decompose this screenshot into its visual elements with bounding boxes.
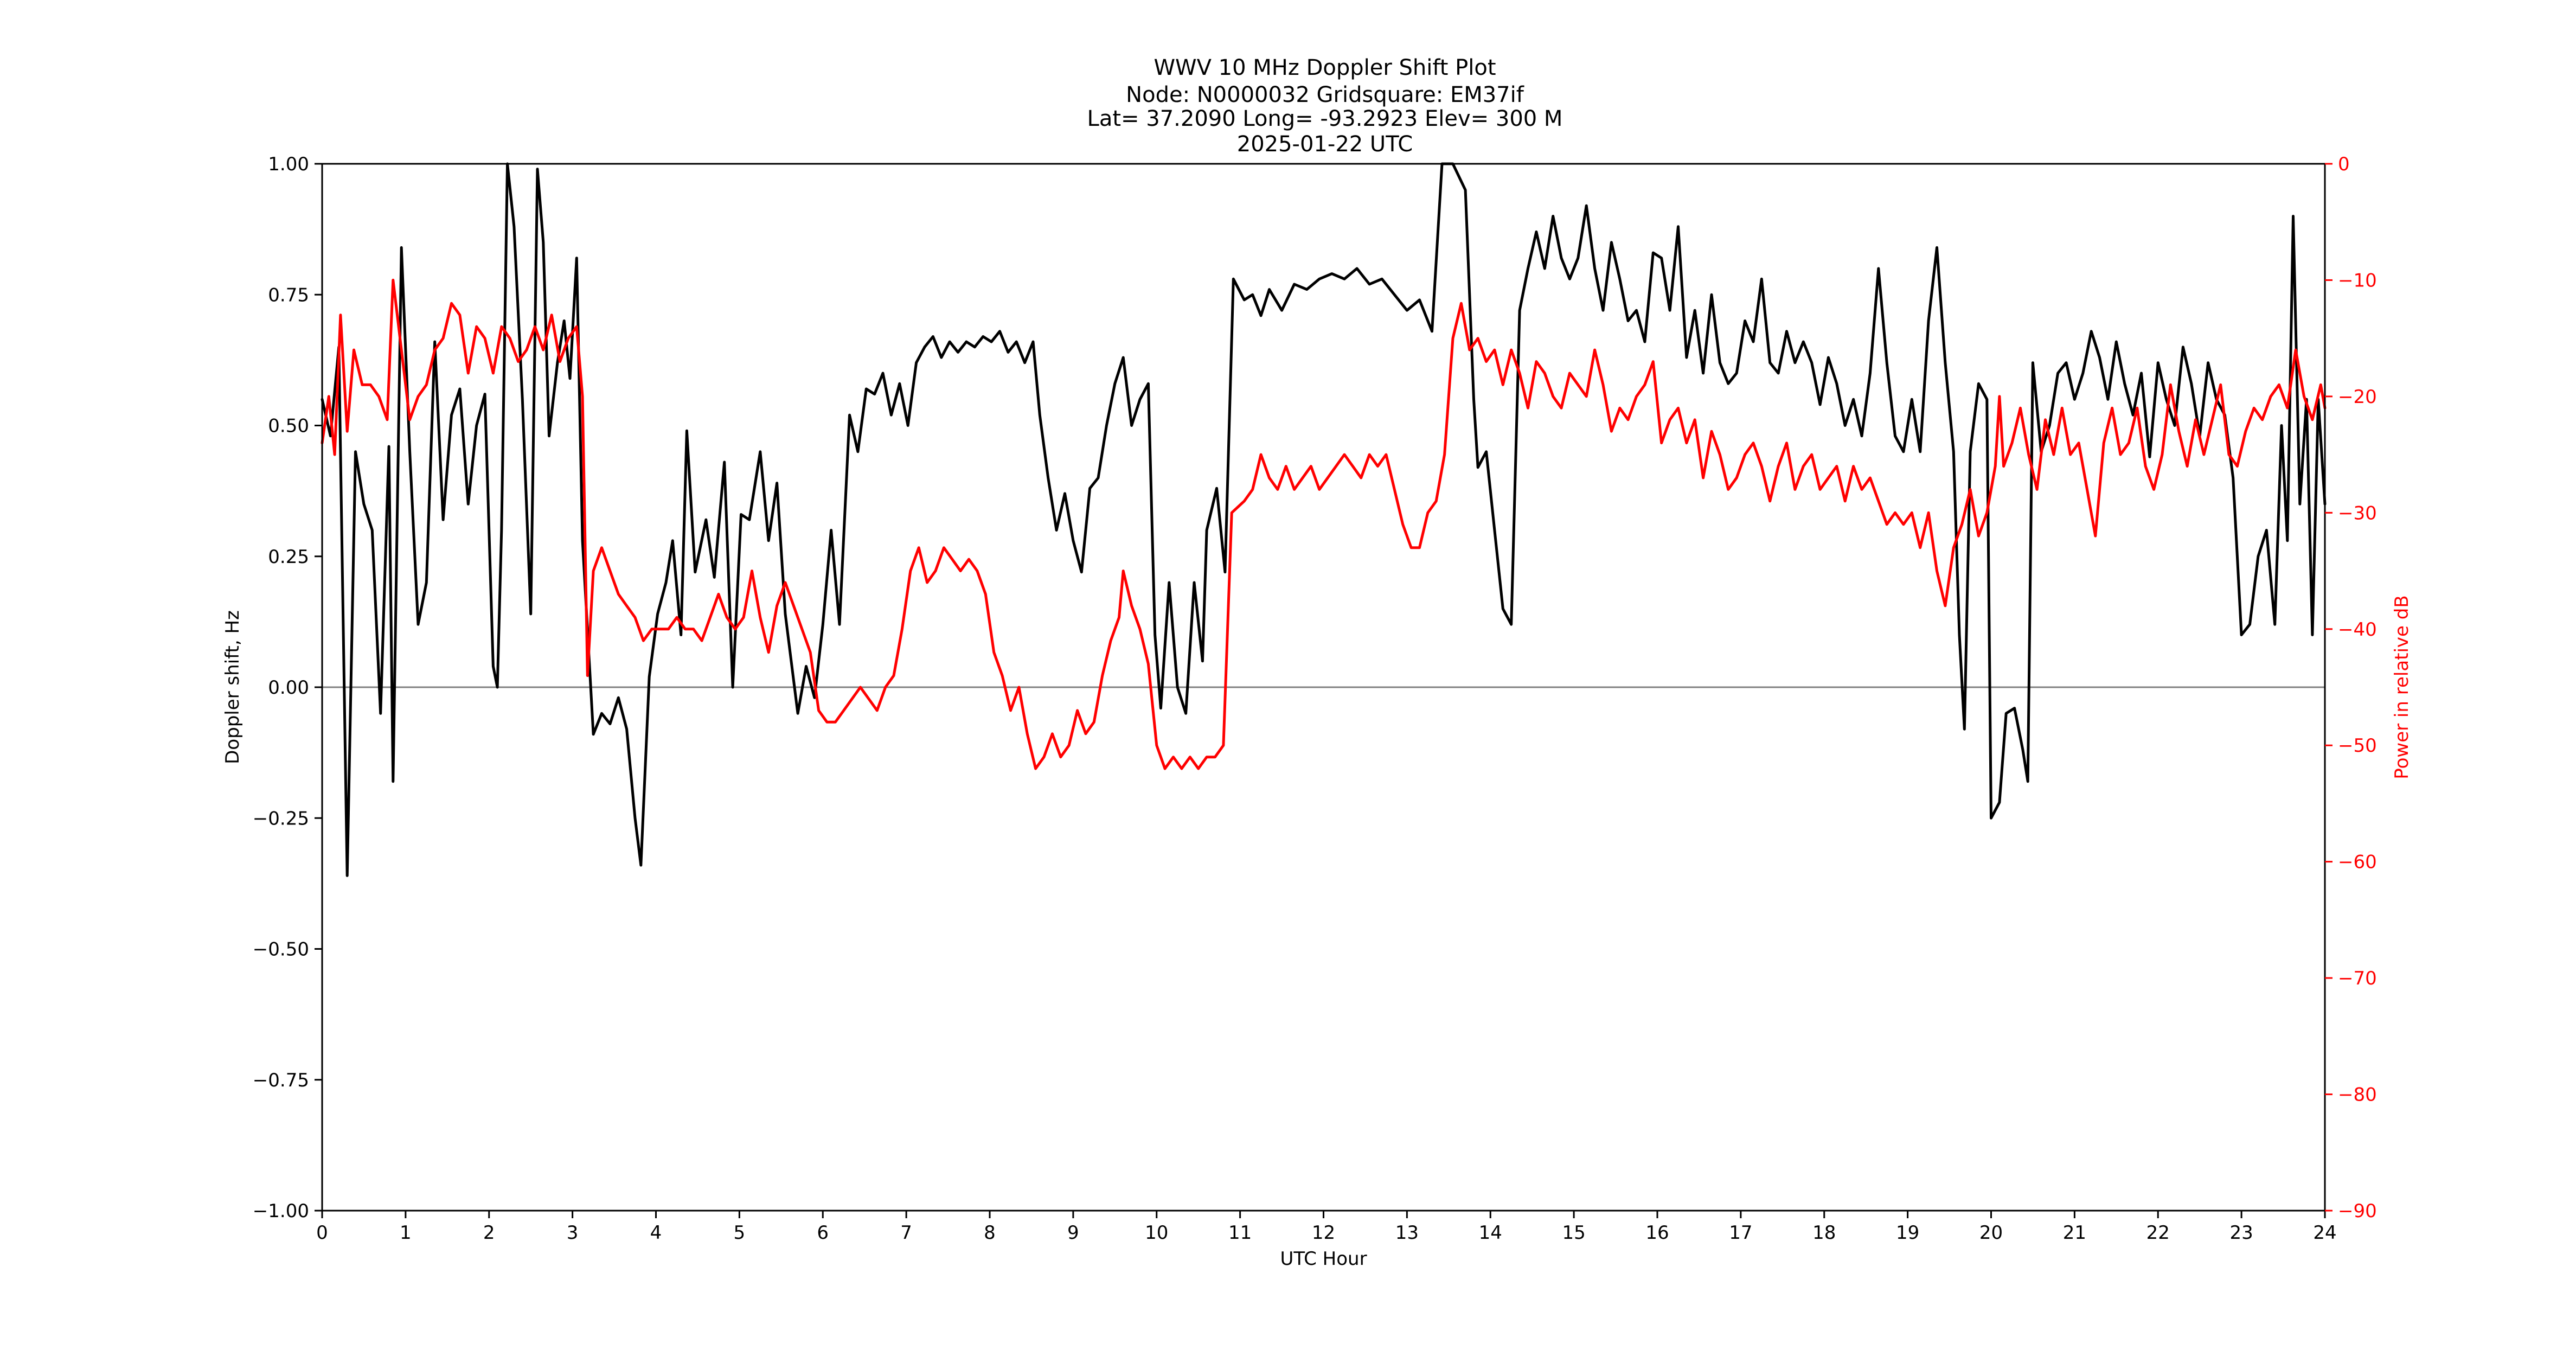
- y-tick-label: −0.75: [253, 1070, 309, 1091]
- series-layer: [321, 162, 2327, 877]
- y-axis-title: Doppler shift, Hz: [222, 610, 243, 764]
- right-y-tick-label: −40: [2338, 619, 2377, 641]
- y-tick-label: −0.25: [253, 808, 309, 829]
- x-tick-label: 20: [1979, 1222, 2003, 1244]
- right-y-tick-label: −80: [2338, 1084, 2377, 1106]
- x-tick-label: 12: [1312, 1222, 1335, 1244]
- y-tick-label: 1.00: [268, 153, 309, 175]
- right-y-tick-label: −90: [2338, 1200, 2377, 1222]
- x-tick-label: 14: [1479, 1222, 1502, 1244]
- x-tick-label: 4: [650, 1222, 662, 1244]
- x-tick-label: 1: [400, 1222, 412, 1244]
- right-y-tick-label: −10: [2338, 270, 2377, 291]
- x-axis-ticks: 0 1 2 3 4 5 6 7 8 9 10 11 12 13 14 15 16 17 18 19 20 21 22 23 24: [316, 1211, 2337, 1244]
- x-tick-label: 11: [1228, 1222, 1252, 1244]
- right-y-tick-label: −60: [2338, 852, 2377, 873]
- right-y-axis-title: Power in relative dB: [2391, 595, 2413, 779]
- right-y-tick-label: 0: [2338, 153, 2350, 175]
- power-series-line: [321, 278, 2327, 770]
- x-tick-label: 19: [1896, 1222, 1919, 1244]
- right-y-tick-label: −20: [2338, 386, 2377, 408]
- x-tick-label: 15: [1562, 1222, 1585, 1244]
- x-tick-label: 18: [1812, 1222, 1836, 1244]
- title-line-3: Lat= 37.2090 Long= -93.2923 Elev= 300 M: [1087, 106, 1563, 131]
- x-tick-label: 17: [1729, 1222, 1752, 1244]
- title-line-4: 2025-01-22 UTC: [1237, 132, 1413, 157]
- x-tick-label: 0: [316, 1222, 328, 1244]
- x-tick-label: 24: [2313, 1222, 2336, 1244]
- x-tick-label: 21: [2063, 1222, 2086, 1244]
- title-line-2: Node: N0000032 Gridsquare: EM37if: [1126, 82, 1524, 107]
- x-tick-label: 7: [900, 1222, 912, 1244]
- right-y-tick-label: −70: [2338, 968, 2377, 989]
- x-tick-label: 16: [1645, 1222, 1669, 1244]
- title-line-1: WWV 10 MHz Doppler Shift Plot: [1154, 55, 1496, 80]
- x-tick-label: 8: [984, 1222, 996, 1244]
- right-y-axis-ticks: 0 −10 −20 −30 −40 −50 −60 −70 −80 −90: [2325, 153, 2377, 1222]
- x-tick-label: 10: [1145, 1222, 1168, 1244]
- y-tick-label: 0.25: [268, 546, 309, 568]
- right-y-tick-label: −30: [2338, 502, 2377, 524]
- x-axis-title: UTC Hour: [1280, 1248, 1367, 1270]
- x-tick-label: 22: [2146, 1222, 2170, 1244]
- x-tick-label: 9: [1067, 1222, 1079, 1244]
- y-tick-label: 0.75: [268, 284, 309, 306]
- x-tick-label: 13: [1395, 1222, 1419, 1244]
- doppler-series-line: [321, 162, 2327, 877]
- y-axis-ticks: 1.00 0.75 0.50 0.25 0.00 −0.25 −0.50 −0.75 −1.00: [253, 153, 322, 1222]
- y-tick-label: −1.00: [253, 1200, 309, 1222]
- y-tick-label: 0.50: [268, 415, 309, 437]
- x-tick-label: 3: [567, 1222, 579, 1244]
- x-tick-label: 5: [734, 1222, 746, 1244]
- y-tick-label: 0.00: [268, 677, 309, 699]
- x-tick-label: 2: [483, 1222, 495, 1244]
- right-y-tick-label: −50: [2338, 735, 2377, 757]
- x-tick-label: 23: [2229, 1222, 2253, 1244]
- y-tick-label: −0.50: [253, 939, 309, 961]
- chart-title: WWV 10 MHz Doppler Shift Plot Node: N000…: [1087, 55, 1563, 157]
- x-tick-label: 6: [817, 1222, 829, 1244]
